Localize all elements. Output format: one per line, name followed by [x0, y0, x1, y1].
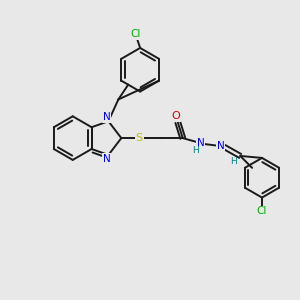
Text: N: N	[103, 112, 110, 122]
Text: N: N	[103, 154, 110, 164]
Text: N: N	[197, 138, 205, 148]
Text: Cl: Cl	[257, 206, 267, 216]
Text: O: O	[171, 111, 180, 121]
Text: H: H	[192, 146, 199, 155]
Text: H: H	[230, 158, 237, 166]
Text: N: N	[217, 141, 224, 151]
Text: Cl: Cl	[130, 29, 140, 39]
Text: S: S	[136, 133, 143, 143]
